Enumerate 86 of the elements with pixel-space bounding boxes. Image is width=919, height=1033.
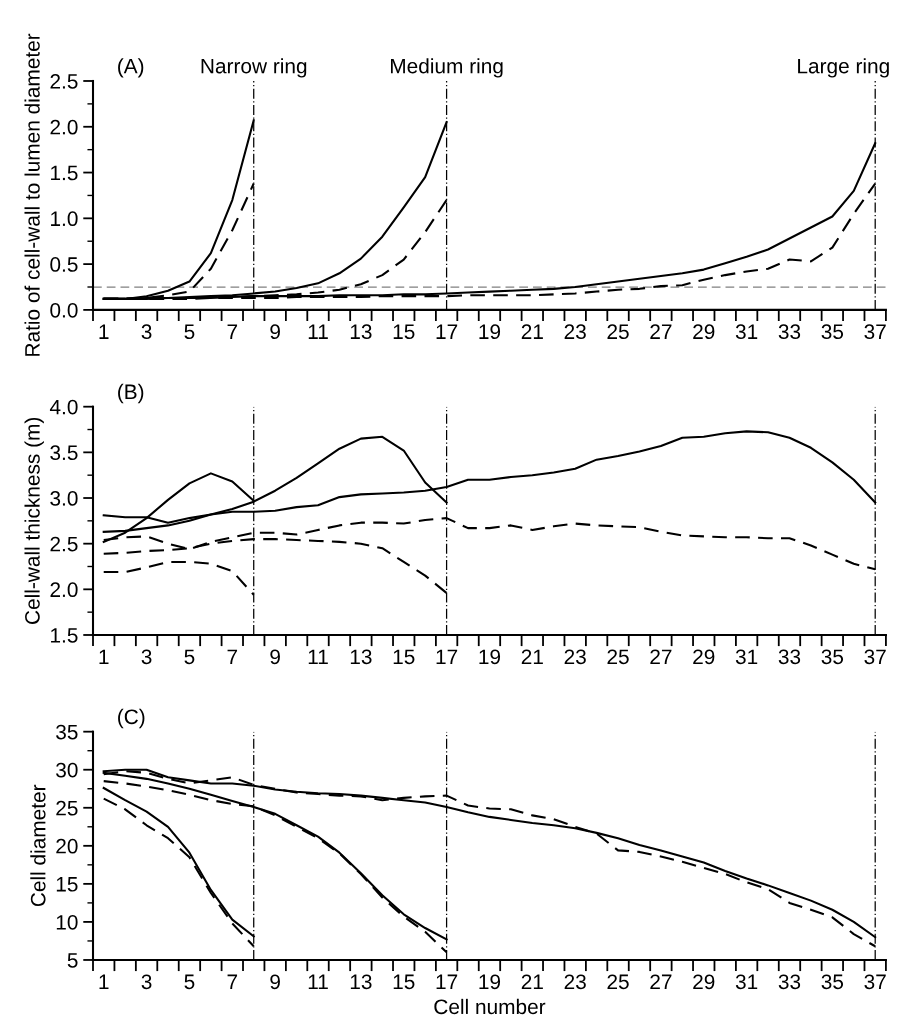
x-tick-label: 25 (607, 324, 629, 340)
y-tick-label: 0.5 (50, 257, 78, 272)
y-tick-label: 4.0 (49, 399, 78, 415)
x-tick-label: 11 (308, 649, 328, 664)
x-tick-label: 21 (521, 649, 543, 664)
x-tick-label: 11 (308, 324, 328, 339)
x-tick-label: 13 (350, 974, 372, 990)
ref-line-label: Medium ring (391, 58, 503, 78)
y-tick-label: 1.5 (51, 628, 78, 643)
x-tick-label: 5 (184, 974, 195, 990)
x-tick-label: 7 (227, 324, 238, 339)
y-axis-title: Cell-wall thickness (m) (24, 417, 44, 624)
y-tick-label: 1.5 (51, 165, 78, 181)
x-tick-label: 19 (479, 974, 501, 990)
x-tick-label: 7 (227, 974, 238, 989)
ref-line-label: Large ring (798, 58, 889, 78)
ref-line-label: Narrow ring (201, 58, 307, 78)
x-tick-label: 27 (650, 974, 672, 989)
x-tick-label: 19 (479, 324, 501, 340)
x-tick-label: 37 (864, 974, 886, 990)
x-tick-label: 29 (693, 974, 715, 990)
x-tick-label: 9 (270, 324, 280, 340)
x-tick-label: 1 (99, 649, 109, 664)
x-tick-label: 5 (184, 649, 195, 665)
x-tick-label: 19 (479, 649, 501, 665)
x-tick-label: 33 (778, 649, 801, 665)
x-tick-label: 37 (864, 649, 886, 665)
y-tick-label: 20 (56, 838, 78, 854)
y-tick-label: 2.0 (50, 119, 78, 135)
x-axis-title: Cell number (434, 998, 546, 1015)
x-tick-label: 35 (821, 974, 844, 990)
y-tick-label: 2.5 (50, 73, 78, 89)
y-tick-label: 0.0 (50, 302, 78, 318)
y-tick-label: 2.0 (50, 582, 78, 598)
x-tick-label: 31 (735, 649, 758, 665)
x-tick-label: 3 (141, 324, 152, 340)
x-tick-label: 17 (436, 974, 458, 989)
x-tick-label: 3 (141, 974, 152, 990)
x-tick-label: 17 (436, 649, 458, 664)
x-tick-label: 15 (393, 324, 415, 340)
x-tick-label: 25 (607, 974, 629, 990)
y-tick-label: 3.5 (50, 445, 78, 461)
x-tick-label: 3 (141, 649, 152, 665)
y-tick-label: 2.5 (50, 536, 78, 552)
x-tick-label: 1 (99, 324, 109, 339)
x-tick-label: 33 (778, 324, 801, 340)
x-tick-label: 27 (650, 649, 672, 664)
x-tick-label: 33 (778, 974, 801, 990)
x-tick-label: 35 (821, 324, 844, 340)
x-tick-label: 31 (735, 324, 758, 340)
x-tick-label: 35 (821, 649, 844, 665)
y-tick-label: 10 (56, 914, 78, 930)
x-tick-label: 25 (607, 649, 629, 665)
y-tick-label: 30 (56, 762, 78, 778)
y-tick-label: 35 (56, 724, 78, 740)
x-tick-label: 11 (308, 974, 328, 989)
x-tick-label: 23 (564, 324, 586, 340)
x-tick-label: 29 (693, 324, 715, 340)
y-tick-label: 5 (67, 953, 78, 968)
x-tick-label: 13 (350, 324, 372, 340)
x-tick-label: 17 (436, 324, 458, 339)
text: (C) (118, 708, 145, 729)
text: (A) (118, 58, 144, 78)
x-tick-label: 21 (521, 324, 543, 339)
y-tick-label: 25 (56, 800, 78, 816)
y-tick-label: 3.0 (50, 491, 78, 506)
x-tick-label: 5 (184, 324, 195, 340)
x-tick-label: 27 (650, 324, 672, 339)
y-tick-label: 15 (56, 877, 78, 892)
x-tick-label: 23 (564, 649, 586, 665)
x-tick-label: 13 (350, 649, 372, 665)
x-tick-label: 15 (393, 649, 415, 665)
y-axis-title: Cell diameter (30, 784, 46, 907)
y-axis-title: Ratio of cell-wall to lumen diameter (24, 33, 40, 356)
x-tick-label: 15 (393, 974, 415, 990)
x-tick-label: 9 (270, 649, 280, 665)
x-tick-label: 29 (693, 649, 715, 665)
x-tick-label: 9 (270, 974, 280, 990)
x-tick-label: 31 (735, 974, 758, 990)
x-tick-label: 7 (227, 649, 238, 664)
x-tick-label: 23 (564, 974, 586, 990)
y-tick-label: 1.0 (51, 211, 78, 227)
x-tick-label: 1 (99, 974, 109, 989)
x-tick-label: 37 (864, 324, 886, 340)
text: (B) (118, 383, 144, 404)
x-tick-label: 21 (521, 974, 543, 989)
